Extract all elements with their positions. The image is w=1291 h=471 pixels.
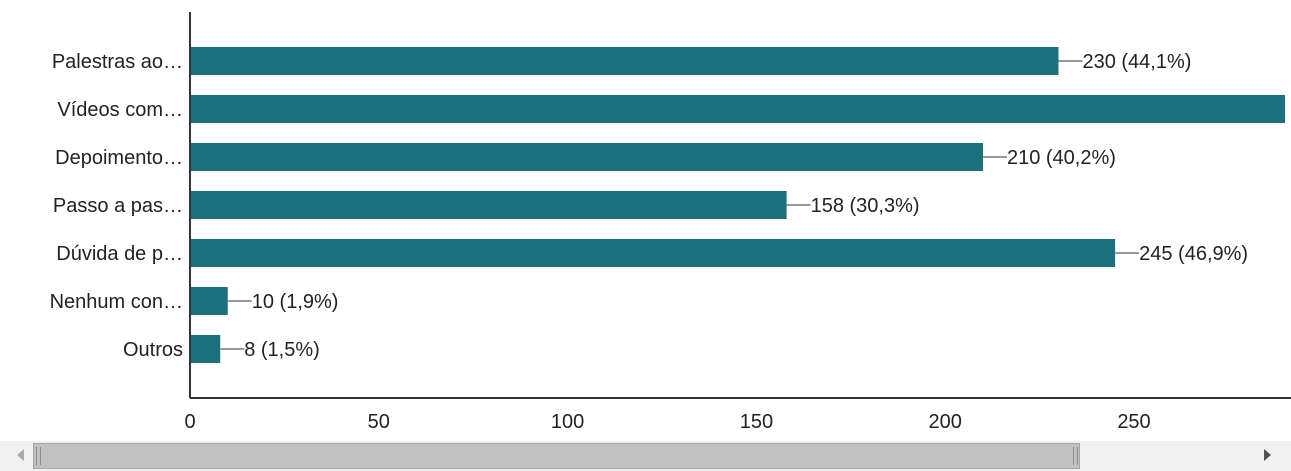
data-labels-group: 230 (44,1%) 210 (40,2%) 158 (30,3%) 245 (46… <box>244 51 1248 361</box>
category-label: Dúvida de p… <box>56 243 183 265</box>
triangle-left-icon[interactable] <box>17 449 24 461</box>
category-label: Depoimento… <box>55 147 183 169</box>
data-label: 158 (30,3%) <box>811 195 920 217</box>
data-label: 210 (40,2%) <box>1007 147 1116 169</box>
thumb-grip-right <box>1073 447 1078 465</box>
category-labels-group: Palestras ao… Vídeos com… Depoimento… Passo… <box>50 51 183 361</box>
x-tick-label: 100 <box>551 411 584 433</box>
data-label: 8 (1,5%) <box>244 339 320 361</box>
x-tick-label: 0 <box>184 411 195 433</box>
x-tick-label: 150 <box>740 411 773 433</box>
category-label: Passo a pas… <box>53 195 183 217</box>
thumb-grip-left <box>36 447 41 465</box>
bar <box>190 143 983 171</box>
bar-chart: 230 (44,1%) 210 (40,2%) 158 (30,3%) 245 (46… <box>50 12 1291 433</box>
bar <box>190 95 1286 123</box>
bars-group <box>190 47 1286 363</box>
data-label: 10 (1,9%) <box>252 291 339 313</box>
bar <box>190 47 1059 75</box>
leader-lines-group <box>220 60 1140 350</box>
scrollbar-thumb[interactable] <box>33 443 1080 469</box>
horizontal-scrollbar[interactable] <box>0 441 1291 471</box>
bar <box>190 335 221 363</box>
bar <box>190 287 228 315</box>
x-tick-labels-group: 0 50 100 150 200 250 <box>184 411 1150 433</box>
triangle-right-icon[interactable] <box>1264 449 1271 461</box>
category-label: Nenhum con… <box>50 291 183 313</box>
category-label: Outros <box>123 339 183 361</box>
data-label: 230 (44,1%) <box>1082 51 1191 73</box>
category-label: Vídeos com… <box>57 99 183 121</box>
x-tick-label: 50 <box>368 411 390 433</box>
category-label: Palestras ao… <box>52 51 183 73</box>
bar <box>190 191 787 219</box>
x-tick-label: 250 <box>1117 411 1150 433</box>
bar <box>190 239 1116 267</box>
data-label: 245 (46,9%) <box>1139 243 1248 265</box>
x-tick-label: 200 <box>929 411 962 433</box>
